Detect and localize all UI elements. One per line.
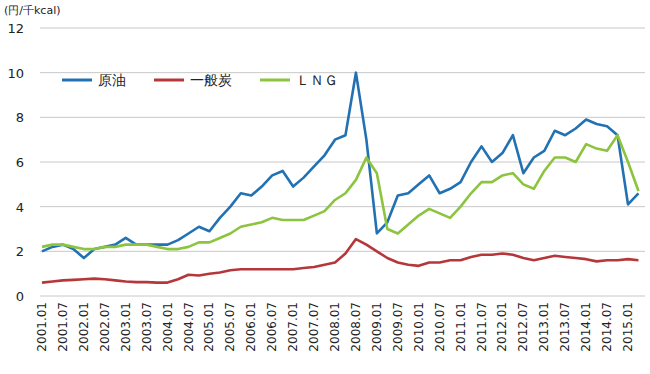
x-tick-label: 2001.07 [56, 302, 70, 352]
x-tick-label: 2012.01 [495, 302, 509, 352]
x-tick-label: 2010.01 [412, 302, 426, 352]
x-tick-label: 2002.07 [98, 302, 112, 352]
x-tick-label: 2006.07 [265, 302, 279, 352]
grid-line [40, 162, 645, 163]
series-line [42, 135, 638, 249]
x-tick-label: 2007.07 [307, 302, 321, 352]
x-tick-label: 2013.01 [537, 302, 551, 352]
y-tick-label: 2 [16, 244, 24, 259]
grid-line [40, 296, 645, 297]
x-tick-label: 2013.07 [558, 302, 572, 352]
x-tick-label: 2002.01 [77, 302, 91, 352]
grid-line [40, 72, 645, 73]
x-tick-label: 2006.01 [244, 302, 258, 352]
x-tick-label: 2004.01 [161, 302, 175, 352]
chart: 0 2 4 6 8 10 12 (円/千kcal) 2001.01 2001.07 2002.01 2… [0, 0, 650, 374]
legend-label: 一般炭 [190, 72, 232, 88]
y-tick-label: 0 [16, 289, 24, 304]
y-tick-label: 4 [16, 200, 24, 215]
grid-line [40, 206, 645, 207]
x-tick-label: 2010.07 [433, 302, 447, 352]
y-tick-label: 6 [16, 155, 24, 170]
x-tick-label: 2008.01 [328, 302, 342, 352]
x-tick-label: 2004.07 [182, 302, 196, 352]
x-tick-label: 2008.07 [349, 302, 363, 352]
plot-lines [42, 73, 638, 283]
x-tick-label: 2005.01 [202, 302, 216, 352]
x-tick-label: 2011.01 [454, 302, 468, 352]
grid-line [40, 28, 645, 29]
legend-swatch [154, 79, 184, 82]
legend-swatch [62, 79, 92, 82]
legend-swatch [260, 79, 290, 82]
x-tick-label: 2001.01 [35, 302, 49, 352]
x-tick-label: 2003.01 [119, 302, 133, 352]
y-tick-label: 8 [16, 110, 24, 125]
series-line [42, 73, 638, 258]
x-tick-label: 2014.07 [600, 302, 614, 352]
x-tick-label: 2003.07 [140, 302, 154, 352]
x-tick-label: 2005.07 [223, 302, 237, 352]
x-tick-label: 2011.07 [475, 302, 489, 352]
grid-line [40, 117, 645, 118]
x-tick-label: 2014.01 [579, 302, 593, 352]
grid-line [40, 251, 645, 252]
y-axis-label: (円/千kcal) [4, 4, 61, 17]
x-tick-label: 2009.07 [391, 302, 405, 352]
legend-label: 原油 [98, 72, 126, 88]
x-tick-label: 2015.01 [621, 302, 635, 352]
x-tick-label: 2012.07 [516, 302, 530, 352]
x-tick-label: 2007.01 [286, 302, 300, 352]
y-tick-label: 10 [7, 66, 24, 81]
x-tick-label: 2009.01 [370, 302, 384, 352]
legend-label: ＬＮＧ [296, 72, 338, 88]
y-tick-label: 12 [7, 21, 24, 36]
